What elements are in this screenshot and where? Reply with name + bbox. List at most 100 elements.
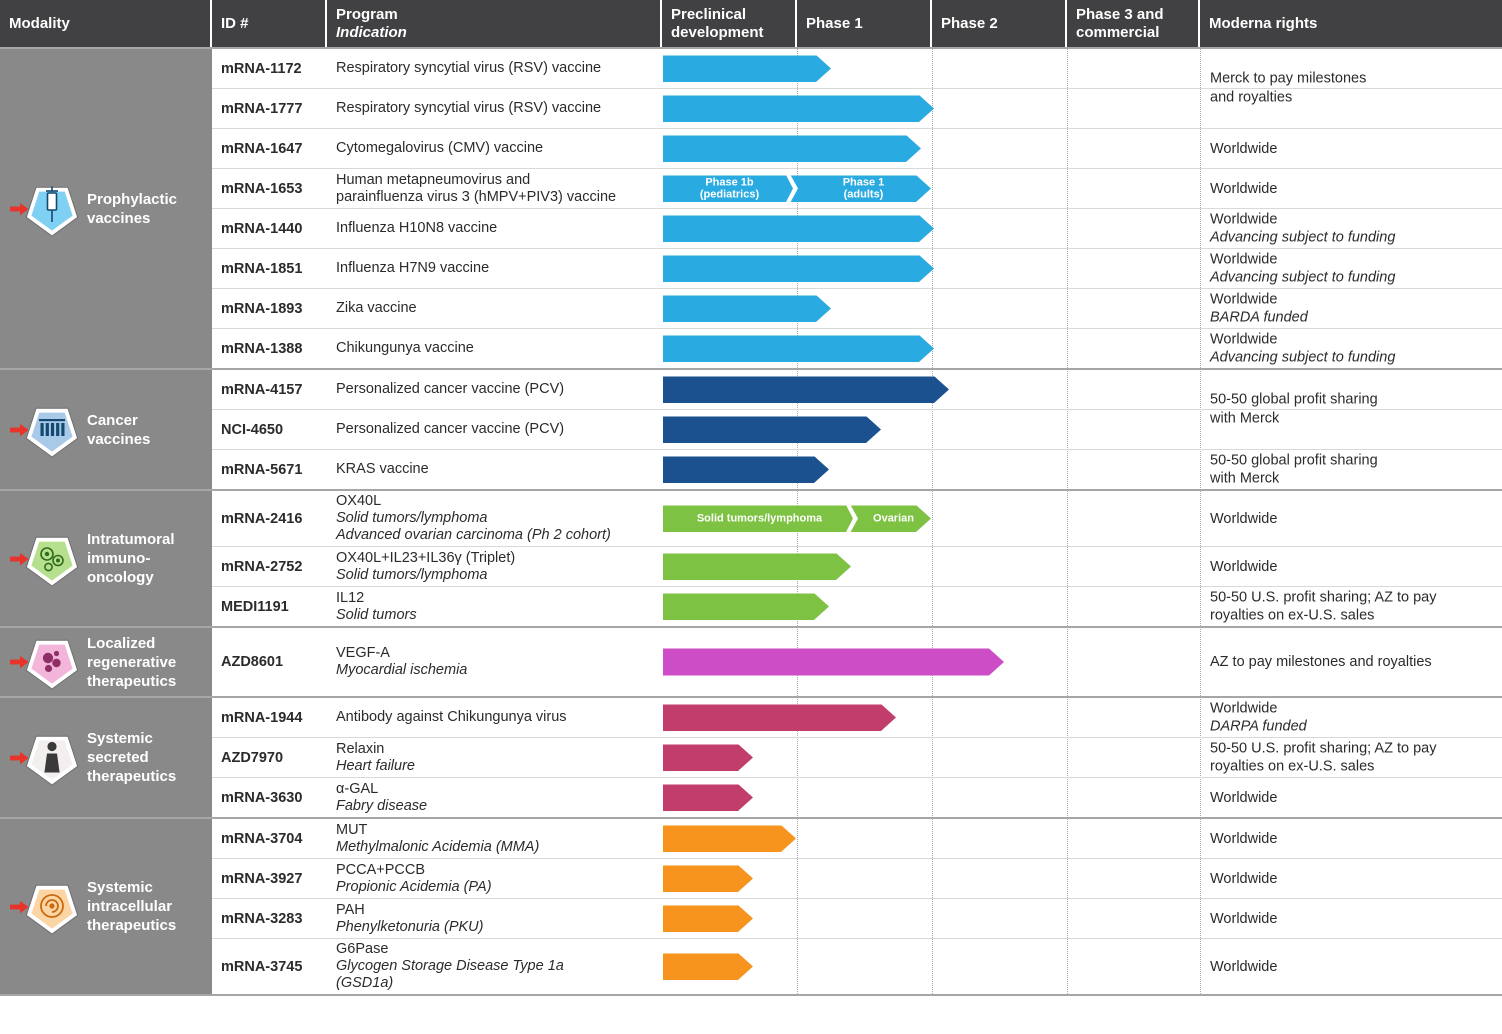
bar-segment-label-line: Ovarian (873, 512, 914, 525)
pipeline-row: mRNA-1440 Influenza H10N8 vaccine Worldwid… (212, 209, 1502, 249)
modality-label-line: immuno- (87, 550, 151, 567)
modality-label: Localized regenerative therapeutics (87, 634, 176, 691)
program-indication-cell: α-GAL Fabry disease (327, 778, 662, 817)
rights-line: Worldwide (1210, 558, 1278, 575)
col-header-moderna-rights: Moderna rights (1200, 0, 1502, 47)
program-line: Influenza H10N8 vaccine (336, 220, 498, 236)
program-line: IL12 (336, 589, 365, 606)
rights-line: Worldwide (1210, 140, 1278, 157)
modality-section: Localized regenerative therapeutics AZD8601… (0, 626, 1502, 696)
program-line: Personalized cancer vaccine (PCV) (336, 381, 565, 397)
pipeline-row: mRNA-2752 OX40L+IL23+IL36γ (Triplet) Solid… (212, 547, 1502, 587)
bar-segment-label: Phase 1 (adults) (796, 175, 931, 202)
rights-line: Advancing subject to funding (1210, 229, 1396, 246)
rights-line: Worldwide (1210, 331, 1278, 347)
col-header-indication-line: Indication (336, 23, 407, 41)
modality-section: Systemic intracellular therapeutics mRNA-37… (0, 817, 1502, 994)
pipeline-row: mRNA-1851 Influenza H7N9 vaccine Worldwide… (212, 249, 1502, 289)
col-header-phase3-line1: Phase 3 and (1076, 5, 1164, 23)
pipeline-row: mRNA-1653 Human metapneumovirus and parain… (212, 169, 1502, 209)
phase-progress-bar (663, 135, 921, 162)
phase-progress-bar (663, 825, 796, 852)
phase-progress-bar: Phase 1b (pediatrics) Phase 1 (adults) (663, 175, 931, 202)
phase-chart-cell: Worldwide (662, 819, 1502, 858)
phase-progress-bar (663, 376, 949, 403)
rights-line: with Merck (1210, 410, 1280, 426)
modality-section: Intratumoral immuno-oncology mRNA-2416 OX40… (0, 489, 1502, 626)
phase-progress-bar (663, 593, 829, 620)
section-rows: mRNA-4157 Personalized cancer vaccine (PC… (212, 370, 1502, 489)
program-line: KRAS vaccine (336, 461, 429, 477)
moderna-rights-cell: Worldwide (1210, 869, 1502, 888)
phase-chart-cell: Worldwide (662, 899, 1502, 938)
modality-label: Cancer vaccines (87, 411, 150, 449)
pipeline-row: mRNA-3630 α-GAL Fabry disease Worldwide (212, 778, 1502, 817)
phase-progress-bar (663, 649, 1004, 676)
program-indication-cell: Cytomegalovirus (CMV) vaccine (327, 129, 662, 168)
modality-cell: Cancer vaccines (0, 370, 212, 489)
pipeline-row: AZD8601 VEGF-A Myocardial ischemia AZ to pa… (212, 628, 1502, 696)
pipeline-row: mRNA-1893 Zika vaccine Worldwide BARDA fund… (212, 289, 1502, 329)
col-header-preclinical-line1: Preclinical (671, 5, 747, 23)
pipeline-row: AZD7970 Relaxin Heart failure 50-50 U.S. pr… (212, 738, 1502, 778)
program-line: Cytomegalovirus (CMV) vaccine (336, 140, 544, 156)
moderna-rights-cell: Worldwide (1210, 909, 1502, 928)
program-indication-cell: PCCA+PCCB Propionic Acidemia (PA) (327, 859, 662, 898)
modality-label: Systemic intracellular therapeutics (87, 878, 176, 935)
modality-cell: Intratumoral immuno-oncology (0, 491, 212, 626)
moderna-rights-cell: Worldwide (1210, 557, 1502, 576)
program-indication-cell: MUT Methylmalonic Acidemia (MMA) (327, 819, 662, 858)
pipeline-row: mRNA-1944 Antibody against Chikungunya vi… (212, 698, 1502, 738)
program-line: Personalized cancer vaccine (PCV) (336, 421, 565, 437)
modality-cell: Systemic secreted therapeutics (0, 698, 212, 817)
program-line: G6Pase (336, 941, 389, 957)
modality-label: Systemic secreted therapeutics (87, 729, 176, 786)
moderna-rights-cell: Worldwide (1210, 179, 1502, 198)
phase-boundary-gridline (1067, 47, 1068, 994)
table-header: Modality ID # Program Indication Preclin… (0, 0, 1502, 47)
section-rows: mRNA-2416 OX40L Solid tumors/lymphoma Advan… (212, 491, 1502, 626)
tumor-cells-icon (10, 527, 80, 591)
rights-line: Worldwide (1210, 180, 1278, 197)
person-icon (10, 726, 80, 790)
program-line: (GSD1a) (336, 975, 394, 991)
program-id: mRNA-4157 (221, 381, 303, 398)
program-indication-cell: Relaxin Heart failure (327, 738, 662, 777)
phase-progress-bar (663, 335, 934, 362)
phase-progress-bar (663, 255, 934, 282)
program-line: OX40L (336, 493, 382, 509)
phase-chart-cell: 50-50 U.S. profit sharing; AZ to pay roya… (662, 587, 1502, 626)
rights-line: BARDA funded (1210, 309, 1308, 326)
modality-label-line: vaccines (87, 209, 151, 227)
bar-segment-label-line: (pediatrics) (699, 188, 760, 201)
moderna-rights-cell: 50-50 U.S. profit sharing; AZ to pay roya… (1210, 739, 1502, 776)
modality-label-line: therapeutics (87, 672, 177, 690)
rights-line: Worldwide (1210, 251, 1278, 267)
section-rows: mRNA-1944 Antibody against Chikungunya vi… (212, 698, 1502, 817)
bar-segment-label-line: (adults) (843, 188, 884, 201)
phase-chart-cell: Worldwide (662, 939, 1502, 994)
rights-line: 50-50 U.S. profit sharing; AZ to pay (1210, 589, 1437, 605)
rights-line: Merck to pay milestones (1210, 70, 1367, 87)
program-line: Fabry disease (336, 797, 428, 814)
phase-progress-bar (663, 456, 829, 483)
rights-line: Advancing subject to funding (1210, 269, 1396, 286)
rights-line: Worldwide (1210, 700, 1278, 716)
program-id: mRNA-1440 (221, 220, 303, 237)
section-rows: mRNA-3704 MUT Methylmalonic Acidemia (MMA)… (212, 819, 1502, 994)
rights-line: Worldwide (1210, 830, 1278, 847)
pipeline-row: NCI-4650 Personalized cancer vaccine (PCV… (212, 410, 1502, 450)
col-header-phase1: Phase 1 (797, 0, 932, 47)
moderna-rights-cell: Worldwide (1210, 829, 1502, 848)
modality-cell: Prophylactic vaccines (0, 49, 212, 368)
col-header-id: ID # (212, 0, 327, 47)
modality-label-line: Prophylactic (87, 190, 178, 208)
phase-chart-cell (662, 89, 1502, 128)
phase-progress-bar (663, 553, 851, 580)
phase-progress-bar (663, 295, 831, 322)
moderna-rights-cell: Worldwide BARDA funded (1210, 290, 1502, 327)
program-line: Glycogen Storage Disease Type 1a (336, 958, 564, 974)
col-header-phase3-line2: commercial (1076, 23, 1160, 41)
program-indication-cell: Antibody against Chikungunya virus (327, 698, 662, 737)
program-indication-cell: IL12 Solid tumors (327, 587, 662, 626)
